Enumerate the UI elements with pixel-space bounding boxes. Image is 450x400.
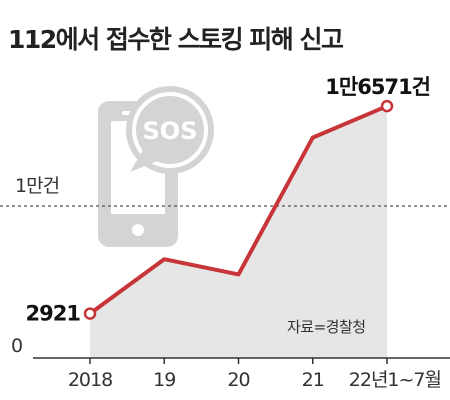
y-tick-label-0: 0	[11, 335, 22, 357]
data-label: 1만6571건	[325, 75, 430, 99]
y-tick-label-10000: 1만건	[15, 175, 59, 197]
x-tick-label: 22년1~7월	[349, 369, 441, 391]
data-labels: 2921 1만6571건	[26, 75, 431, 326]
x-tick-label: 2018	[68, 369, 112, 391]
sos-bubble-icon: SOS	[126, 86, 214, 174]
data-label: 2921	[26, 302, 81, 326]
x-tick-label: 19	[153, 369, 175, 391]
area-fill	[90, 106, 387, 359]
chart-title: 112에서 접수한 스토킹 피해 신고	[8, 25, 344, 54]
x-tick-label: 20	[227, 369, 249, 391]
x-axis-labels: 2018 19 20 21 22년1~7월	[68, 369, 442, 391]
data-point-marker	[83, 307, 97, 320]
source-note: 자료=경찰청	[287, 318, 366, 336]
series-markers	[83, 99, 394, 320]
x-axis-ticks	[89, 358, 388, 364]
data-point-marker	[380, 99, 394, 113]
sos-label: SOS	[143, 117, 198, 145]
x-tick-label: 21	[302, 369, 324, 391]
series-line	[88, 104, 388, 316]
